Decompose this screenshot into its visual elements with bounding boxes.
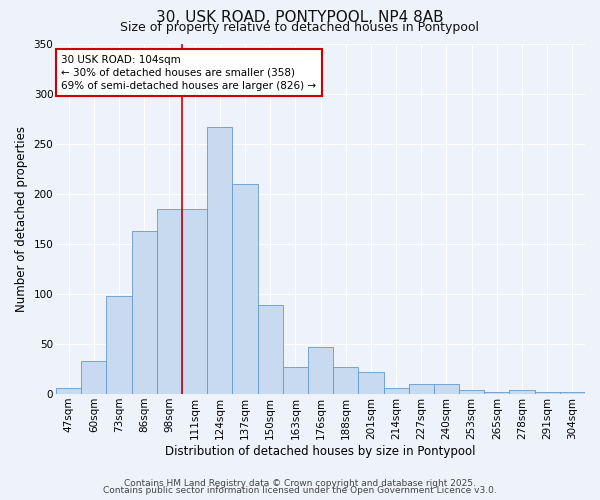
Bar	[358, 372, 383, 394]
Bar	[560, 392, 585, 394]
Text: Size of property relative to detached houses in Pontypool: Size of property relative to detached ho…	[121, 21, 479, 34]
Bar	[283, 367, 308, 394]
Y-axis label: Number of detached properties: Number of detached properties	[15, 126, 28, 312]
Bar	[56, 388, 81, 394]
Bar	[484, 392, 509, 394]
Bar	[207, 127, 232, 394]
Bar	[106, 296, 131, 394]
X-axis label: Distribution of detached houses by size in Pontypool: Distribution of detached houses by size …	[165, 444, 476, 458]
Bar	[308, 347, 333, 394]
Bar	[434, 384, 459, 394]
Bar	[182, 209, 207, 394]
Text: Contains HM Land Registry data © Crown copyright and database right 2025.: Contains HM Land Registry data © Crown c…	[124, 478, 476, 488]
Bar	[409, 384, 434, 394]
Bar	[535, 392, 560, 394]
Text: 30 USK ROAD: 104sqm
← 30% of detached houses are smaller (358)
69% of semi-detac: 30 USK ROAD: 104sqm ← 30% of detached ho…	[61, 54, 316, 91]
Bar	[131, 231, 157, 394]
Bar	[157, 209, 182, 394]
Text: Contains public sector information licensed under the Open Government Licence v3: Contains public sector information licen…	[103, 486, 497, 495]
Bar	[257, 305, 283, 394]
Bar	[383, 388, 409, 394]
Bar	[459, 390, 484, 394]
Bar	[232, 184, 257, 394]
Text: 30, USK ROAD, PONTYPOOL, NP4 8AB: 30, USK ROAD, PONTYPOOL, NP4 8AB	[156, 10, 444, 25]
Bar	[333, 367, 358, 394]
Bar	[509, 390, 535, 394]
Bar	[81, 361, 106, 394]
